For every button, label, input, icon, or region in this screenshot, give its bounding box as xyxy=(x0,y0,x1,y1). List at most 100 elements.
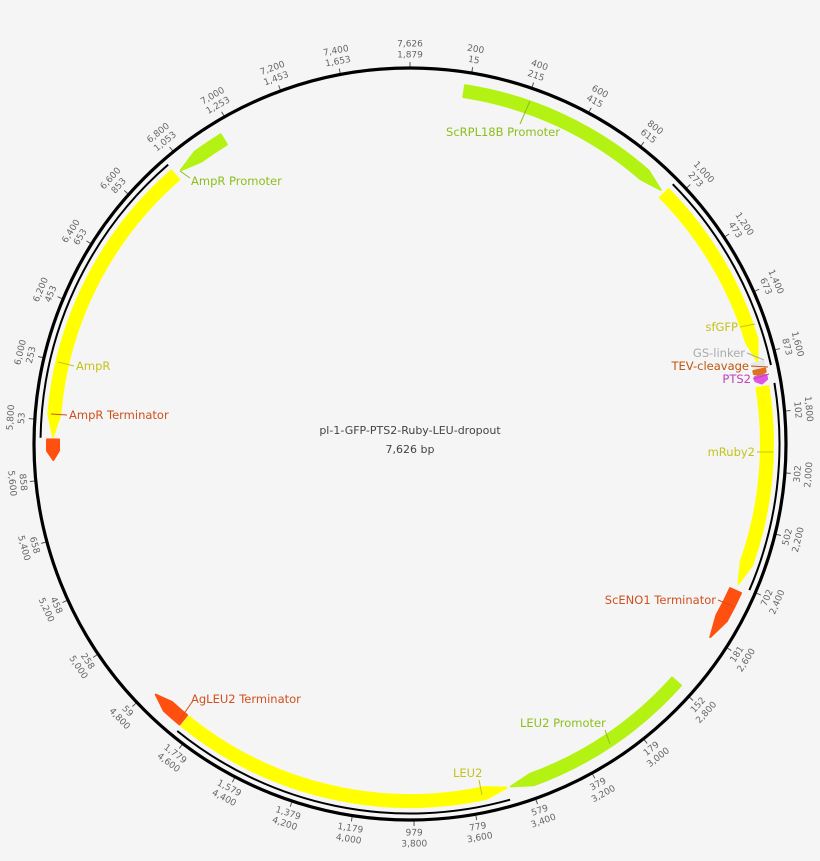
feature-label[interactable]: AmpR Terminator xyxy=(69,408,169,422)
leader-line xyxy=(739,323,756,328)
tick-label-inner: 873 xyxy=(779,337,793,356)
tick-label-outer: 5,800 xyxy=(6,404,18,431)
tick-label-inner: 1,179 xyxy=(337,822,364,836)
tick-mark xyxy=(726,647,732,652)
tick-mark xyxy=(41,541,47,544)
feature-leu2[interactable] xyxy=(180,715,508,809)
tick-label-outer: 200 xyxy=(466,44,485,57)
leader-line xyxy=(752,373,770,380)
feature-tev-cleavage[interactable] xyxy=(752,367,767,377)
feature-label[interactable]: AmpR xyxy=(76,359,110,373)
secondary-strand-arc xyxy=(176,730,511,815)
tick-label-inner: 302 xyxy=(793,465,804,483)
feature-label[interactable]: AmpR Promoter xyxy=(191,174,282,188)
tick-mark xyxy=(724,233,730,238)
tick-mark xyxy=(169,146,174,152)
tick-mark xyxy=(62,600,68,604)
tick-mark xyxy=(774,348,781,351)
tick-mark xyxy=(123,190,129,195)
feature-label[interactable]: sfGFP xyxy=(705,320,738,334)
leader-line xyxy=(57,361,75,367)
tick-mark xyxy=(591,773,596,779)
tick-mark xyxy=(588,107,592,113)
tick-mark xyxy=(689,696,694,701)
feature-label[interactable]: ScRPL18B Promoter xyxy=(446,125,560,139)
tick-mark xyxy=(231,777,236,783)
tick-label-outer: 7,400 xyxy=(322,44,349,59)
feature-label[interactable]: ScENO1 Terminator xyxy=(605,593,716,607)
tick-mark xyxy=(92,654,98,658)
tick-mark xyxy=(475,815,478,821)
tick-mark xyxy=(86,240,91,244)
leader-line xyxy=(180,701,193,719)
tick-label-outer: 7,626 xyxy=(397,40,423,50)
plasmid-length: 7,626 bp xyxy=(386,443,435,456)
secondary-strand-arc xyxy=(672,183,772,366)
leader-line xyxy=(604,729,611,745)
feature-label[interactable]: GS-linker xyxy=(693,346,745,360)
feature-sceno1-terminator[interactable] xyxy=(709,587,742,639)
leader-line xyxy=(478,779,483,796)
leader-line xyxy=(746,352,765,361)
feature-label[interactable]: TEV-cleavage xyxy=(670,359,749,373)
tick-label-outer: 2,000 xyxy=(803,461,815,488)
leader-line xyxy=(50,413,68,416)
tick-label-inner: 253 xyxy=(25,346,39,365)
tick-label-inner: 658 xyxy=(27,536,41,555)
feature-arcs xyxy=(46,84,774,809)
feature-label[interactable]: AgLEU2 Terminator xyxy=(191,692,301,706)
tick-mark xyxy=(686,184,691,189)
secondary-strand-arcs xyxy=(39,163,781,815)
tick-label-inner: 502 xyxy=(781,528,795,547)
tick-mark xyxy=(221,111,225,117)
tick-mark xyxy=(278,85,281,91)
tick-label-outer: 5,600 xyxy=(5,470,18,497)
tick-mark xyxy=(775,533,782,536)
feature-scrpl18b-promoter[interactable] xyxy=(462,84,662,191)
leader-line xyxy=(750,365,769,368)
tick-mark xyxy=(178,744,183,749)
tick-mark xyxy=(289,801,293,807)
tick-label-outer: 3,800 xyxy=(401,839,427,849)
backbone-ring xyxy=(32,66,788,822)
tick-mark xyxy=(350,816,353,822)
tick-label-inner: 979 xyxy=(406,828,424,838)
tick-label-inner: 15 xyxy=(467,55,480,67)
tick-label-outer: 3,600 xyxy=(466,831,493,845)
feature-label[interactable]: PTS2 xyxy=(722,372,751,386)
feature-label[interactable]: mRuby2 xyxy=(708,445,755,459)
plasmid-name: pl-1-GFP-PTS2-Ruby-LEU-dropout xyxy=(319,424,501,437)
leader-line xyxy=(717,599,734,607)
tick-mark xyxy=(756,592,762,596)
feature-ampr-promoter[interactable] xyxy=(179,133,228,172)
feature-label[interactable]: LEU2 Promoter xyxy=(520,716,606,730)
feature-ampr-terminator[interactable] xyxy=(46,438,61,462)
tick-label-inner: 53 xyxy=(17,412,28,424)
tick-mark xyxy=(57,296,63,300)
tick-label-inner: 779 xyxy=(469,821,488,834)
feature-label[interactable]: LEU2 xyxy=(453,766,482,780)
secondary-strand-arc xyxy=(39,163,169,438)
tick-mark xyxy=(38,356,44,359)
tick-mark xyxy=(531,82,535,88)
tick-label-inner: 1,879 xyxy=(397,51,423,61)
tick-label-inner: 102 xyxy=(791,401,802,419)
feature-leu2-promoter[interactable] xyxy=(509,676,682,788)
tick-label-outer: 1,800 xyxy=(802,396,814,423)
tick-mark xyxy=(643,739,648,744)
leader-line xyxy=(519,100,531,125)
feature-mruby2[interactable] xyxy=(737,385,774,585)
tick-mark xyxy=(132,702,137,707)
feature-ampr[interactable] xyxy=(47,169,181,438)
feature-labels: ScRPL18B Promoter sfGFP GS-linkerTEV-cleav… xyxy=(50,100,773,796)
tick-label-inner: 858 xyxy=(17,473,29,491)
secondary-strand-arc xyxy=(748,382,781,591)
tick-mark xyxy=(338,68,341,74)
tick-label-inner: 1,653 xyxy=(324,55,351,70)
leader-line xyxy=(179,170,191,179)
tick-mark xyxy=(535,799,538,805)
feature-gs-linker[interactable] xyxy=(750,360,766,371)
feature-agleu2-terminator[interactable] xyxy=(154,693,189,726)
tick-mark xyxy=(754,288,760,292)
